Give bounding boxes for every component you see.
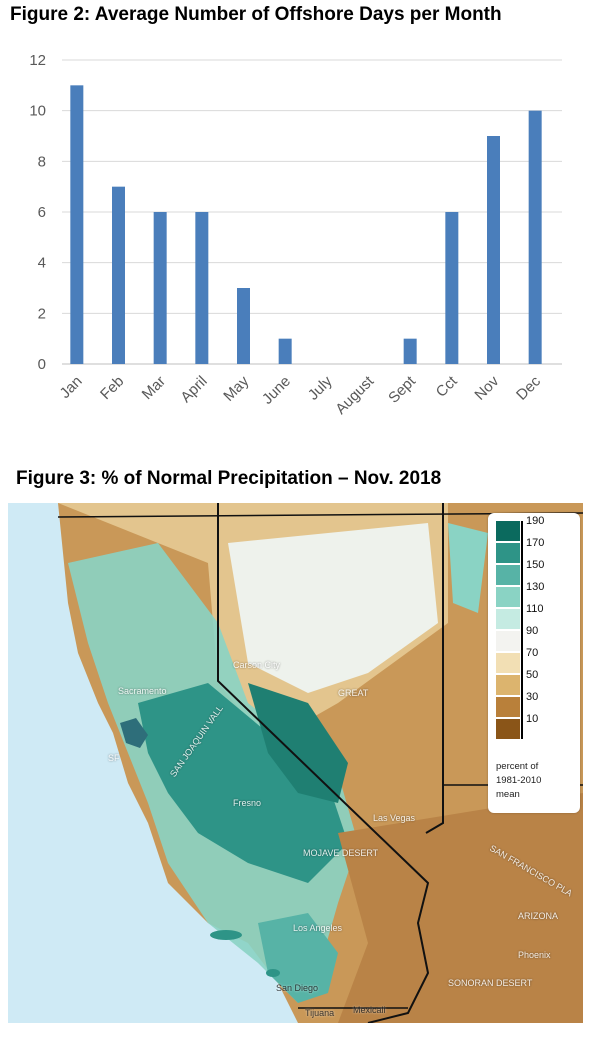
label-san-diego: San Diego bbox=[276, 983, 319, 993]
x-tick-label: June bbox=[259, 373, 294, 408]
legend-swatch bbox=[496, 653, 520, 673]
bar-sept bbox=[403, 338, 417, 364]
label-carson-city: Carson City bbox=[233, 660, 281, 670]
figure-3-title: Figure 3: % of Normal Precipitation – No… bbox=[16, 468, 442, 489]
channel-islands bbox=[210, 930, 242, 940]
legend-value: 190 bbox=[526, 515, 545, 527]
figure-2-title: Figure 2: Average Number of Offshore Day… bbox=[10, 4, 502, 25]
bar-april bbox=[195, 212, 209, 364]
northeast-green-region bbox=[448, 523, 488, 613]
catalina-island bbox=[266, 969, 280, 977]
nevada-light-region bbox=[228, 523, 438, 693]
legend-swatch bbox=[496, 697, 520, 717]
label-mexicali: Mexicali bbox=[353, 1005, 386, 1015]
y-tick-label: 0 bbox=[38, 356, 46, 373]
legend-value: 130 bbox=[526, 581, 545, 593]
bar-feb bbox=[112, 186, 125, 364]
legend-swatch bbox=[496, 521, 520, 541]
bar-mar bbox=[153, 212, 167, 364]
legend-value: 10 bbox=[526, 713, 539, 725]
chart-svg: 0 2 4 6 8 10 12 Jan Feb Mar April May June JulyAugust… bbox=[29, 52, 562, 418]
legend-note-line3: mean bbox=[496, 789, 520, 800]
y-tick-label: 12 bbox=[29, 52, 46, 69]
bar-june bbox=[278, 338, 292, 364]
x-tick-label: Dec bbox=[513, 372, 544, 403]
precipitation-legend: 190 170 150 130 110 90 70 50 30 10 percent of 198… bbox=[488, 513, 580, 813]
y-tick-label: 8 bbox=[38, 153, 46, 170]
label-sf: SF bbox=[108, 753, 120, 763]
legend-value: 90 bbox=[526, 625, 539, 637]
x-tick-label: Nov bbox=[471, 372, 502, 403]
legend-value: 70 bbox=[526, 647, 539, 659]
label-mojave: MOJAVE DESERT bbox=[303, 848, 379, 858]
label-sacramento: Sacramento bbox=[118, 686, 167, 696]
legend-note-line2: 1981-2010 bbox=[496, 775, 542, 786]
y-tick-label: 6 bbox=[38, 204, 46, 221]
ca-nv-border bbox=[217, 503, 430, 1023]
x-tick-label: April bbox=[177, 373, 210, 406]
label-sonoran-desert: SONORAN DESERT bbox=[448, 978, 533, 988]
legend-swatch bbox=[496, 631, 520, 651]
bar-cct bbox=[445, 212, 459, 364]
legend-swatch bbox=[496, 543, 520, 563]
x-tick-label: Jan bbox=[57, 373, 86, 402]
label-fresno: Fresno bbox=[233, 798, 262, 808]
bar-nov bbox=[487, 136, 500, 364]
x-tick-label: May bbox=[220, 372, 252, 404]
legend-swatch bbox=[496, 587, 520, 607]
legend-value: 150 bbox=[526, 559, 545, 571]
legend-swatch bbox=[496, 565, 520, 585]
x-tick-label: Cct bbox=[433, 372, 462, 401]
nv-ut-border bbox=[425, 503, 444, 834]
y-tick-label: 4 bbox=[38, 255, 46, 272]
legend-value: 30 bbox=[526, 691, 539, 703]
offshore-days-chart: 0 2 4 6 8 10 12 Jan Feb Mar April May June July August… bbox=[0, 38, 600, 458]
y-tick-label: 10 bbox=[29, 103, 46, 120]
legend-swatch bbox=[496, 719, 520, 739]
legend-value: 50 bbox=[526, 669, 539, 681]
legend-axis bbox=[521, 521, 523, 739]
precipitation-map: Sacramento Carson City SF SAN JOAQUIN VA… bbox=[8, 503, 583, 1023]
legend-value: 110 bbox=[526, 603, 544, 615]
x-tick-label: Mar bbox=[139, 373, 169, 403]
label-los-angeles: Los Angeles bbox=[293, 923, 343, 933]
sf-bay bbox=[120, 718, 148, 748]
bar-may bbox=[237, 288, 250, 364]
x-tick-label: July bbox=[305, 372, 336, 403]
bar-dec bbox=[528, 110, 542, 365]
x-tick-label: August bbox=[332, 372, 378, 418]
label-great: GREAT bbox=[338, 688, 369, 698]
legend-value: 170 bbox=[526, 537, 545, 549]
sierra-teal bbox=[248, 683, 348, 803]
label-las-vegas: Las Vegas bbox=[373, 813, 416, 823]
label-tijuana: Tijuana bbox=[305, 1008, 335, 1018]
bar-jan bbox=[70, 85, 84, 365]
central-valley-teal bbox=[138, 683, 348, 883]
label-phoenix: Phoenix bbox=[518, 950, 551, 960]
map-image bbox=[8, 503, 583, 1023]
label-arizona: ARIZONA bbox=[518, 911, 559, 921]
legend-swatch bbox=[496, 609, 520, 629]
y-tick-label: 2 bbox=[38, 305, 46, 322]
legend-swatch bbox=[496, 675, 520, 695]
desert-brown-region bbox=[338, 793, 583, 1023]
x-tick-label: Sept bbox=[385, 372, 419, 406]
south-green-region bbox=[258, 913, 338, 1003]
x-tick-label: Feb bbox=[97, 373, 127, 403]
legend-note-line1: percent of bbox=[496, 761, 539, 772]
